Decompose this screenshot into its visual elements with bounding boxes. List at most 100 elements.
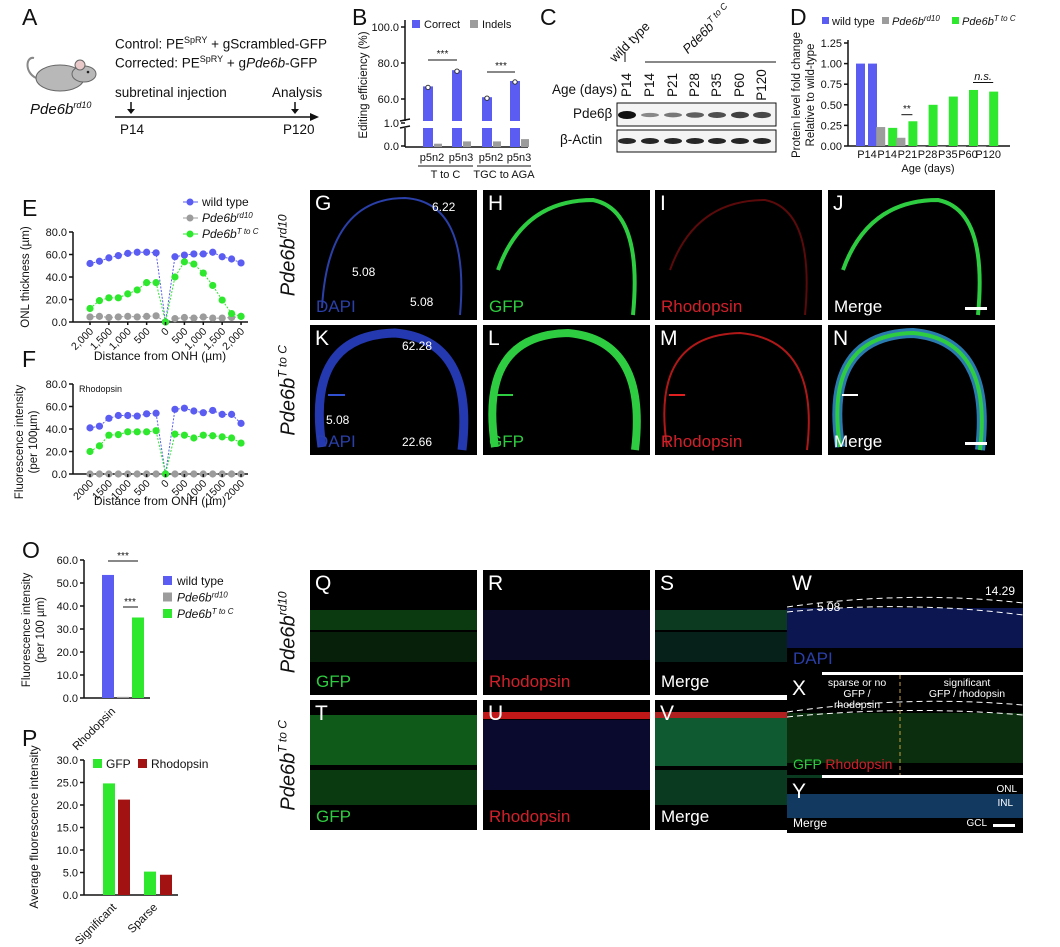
x-tick-label: P120 bbox=[975, 149, 1001, 161]
legend-label: Rhodopsin bbox=[151, 757, 208, 771]
data-point-rd10 bbox=[199, 313, 207, 321]
y-tick-label: 80.0 bbox=[46, 227, 67, 239]
series-line-wt bbox=[89, 251, 242, 323]
micrograph-r-rhodopsin: R Rhodopsin bbox=[483, 570, 650, 695]
data-point-wt bbox=[143, 410, 151, 418]
y-tick-label: 20.0 bbox=[46, 295, 67, 307]
bar-indels bbox=[463, 141, 471, 147]
data-point-wt bbox=[133, 248, 141, 256]
significance-label: *** bbox=[117, 551, 129, 562]
data-point-tc bbox=[171, 273, 179, 281]
data-point-tc bbox=[143, 428, 151, 436]
bar-break-gap bbox=[481, 121, 493, 128]
data-point-rd10 bbox=[95, 312, 104, 320]
y-tick-label: 5.0 bbox=[63, 868, 78, 880]
scale-bar bbox=[965, 307, 987, 310]
bar-break-gap bbox=[509, 121, 521, 128]
data-point-rd10 bbox=[228, 470, 236, 478]
data-point-tc bbox=[209, 432, 217, 440]
bar-tc bbox=[928, 104, 938, 146]
group-label: TGC to AGA bbox=[473, 169, 535, 181]
y-tick-label: 0.00 bbox=[821, 141, 842, 153]
bar-rd10 bbox=[936, 146, 946, 147]
data-point-tc bbox=[152, 279, 160, 287]
band-actin bbox=[664, 138, 682, 144]
bar-rhodopsin bbox=[118, 799, 130, 895]
bar-wt bbox=[102, 574, 114, 698]
y-axis-label: Fluorescence intensity bbox=[14, 385, 26, 500]
chart-title: Rhodopsin bbox=[79, 384, 122, 394]
legend-marker bbox=[186, 198, 194, 206]
corrected-condition: Corrected: PESpRY + gPde6b-GFP bbox=[115, 54, 318, 71]
y-axis-label: Average fluorescence intensity bbox=[27, 745, 41, 908]
panel-label-c: C bbox=[540, 4, 557, 30]
bar-rd10 bbox=[957, 146, 966, 147]
data-point-tc bbox=[86, 304, 94, 313]
data-point-wt bbox=[133, 412, 141, 420]
band-pde6b bbox=[664, 112, 682, 118]
y-tick-label: 10.0 bbox=[57, 670, 78, 682]
axis-break bbox=[399, 118, 411, 122]
row-label-rd10: Pde6brd10 bbox=[275, 214, 300, 297]
bar-wt bbox=[856, 63, 865, 146]
data-point-rd10 bbox=[133, 470, 141, 478]
x-tick-label: 0 bbox=[159, 326, 172, 339]
data-point-tc bbox=[171, 430, 179, 438]
analysis-label: Analysis bbox=[272, 85, 323, 100]
legend-swatch bbox=[163, 609, 172, 618]
micrograph-q-gfp: Q GFP bbox=[310, 570, 477, 695]
legend-swatch bbox=[952, 17, 959, 24]
y-tick-label: 0.25 bbox=[821, 120, 842, 132]
blot-age-label: P21 bbox=[665, 73, 680, 97]
panel-label-a: A bbox=[22, 4, 38, 30]
legend-label: wild type bbox=[831, 16, 875, 28]
data-point-tc bbox=[237, 439, 245, 447]
legend-label: Pde6bT to C bbox=[202, 227, 259, 242]
y-tick-label: 50.0 bbox=[57, 578, 78, 590]
data-point-tc bbox=[152, 427, 160, 435]
x-tick-label: P14 bbox=[857, 149, 877, 161]
bar-tc bbox=[948, 96, 958, 146]
data-point-tc bbox=[228, 434, 236, 442]
legend-swatch bbox=[163, 576, 172, 585]
bar-rd10 bbox=[896, 137, 906, 146]
bar-gfp bbox=[103, 783, 115, 895]
panel-label-o: O bbox=[22, 537, 40, 563]
y-tick-label: 40.0 bbox=[46, 272, 67, 284]
micrograph-t-gfp: T GFP bbox=[310, 700, 477, 830]
band-actin bbox=[641, 138, 659, 144]
data-point-tc bbox=[190, 260, 198, 268]
y-tick-label: 100.0 bbox=[371, 22, 399, 34]
data-point-wt bbox=[143, 248, 151, 256]
data-point-wt bbox=[228, 255, 236, 263]
data-point-rd10 bbox=[114, 313, 122, 321]
bar-break-gap bbox=[422, 121, 434, 128]
y-tick-label: 20.0 bbox=[46, 447, 67, 459]
y-axis-label: (per 100 µm) bbox=[35, 597, 47, 663]
data-point-rd10 bbox=[95, 470, 104, 478]
legend-marker bbox=[186, 214, 194, 222]
legend-swatch bbox=[822, 17, 829, 24]
data-point-tc bbox=[209, 281, 217, 290]
band-pde6b bbox=[731, 111, 749, 119]
y-tick-label: 1.25 bbox=[821, 38, 842, 50]
data-point-wt bbox=[190, 250, 198, 258]
mouse-genotype: Pde6brd10 bbox=[30, 100, 92, 118]
data-point-wt bbox=[152, 409, 160, 417]
band-pde6b bbox=[753, 111, 771, 119]
x-tick-label: P60 bbox=[958, 149, 978, 161]
data-point-wt bbox=[114, 411, 122, 420]
legend-label: Pde6bT to C bbox=[177, 607, 234, 622]
blot-row-pde6b: Pde6β bbox=[573, 106, 613, 121]
legend-swatch bbox=[93, 759, 102, 768]
data-point-wt bbox=[86, 424, 94, 432]
x-tick-label: Rhodopsin bbox=[71, 706, 118, 753]
data-point bbox=[454, 68, 460, 74]
y-tick-label: 40.0 bbox=[57, 601, 78, 613]
x-tick-label: p5n3 bbox=[507, 152, 531, 164]
micrograph-j-merge: J Merge bbox=[828, 190, 995, 320]
data-point-rd10 bbox=[209, 470, 217, 478]
x-tick-label: P35 bbox=[938, 149, 958, 161]
data-point-wt bbox=[86, 259, 94, 268]
bar-rd10 bbox=[117, 696, 129, 698]
